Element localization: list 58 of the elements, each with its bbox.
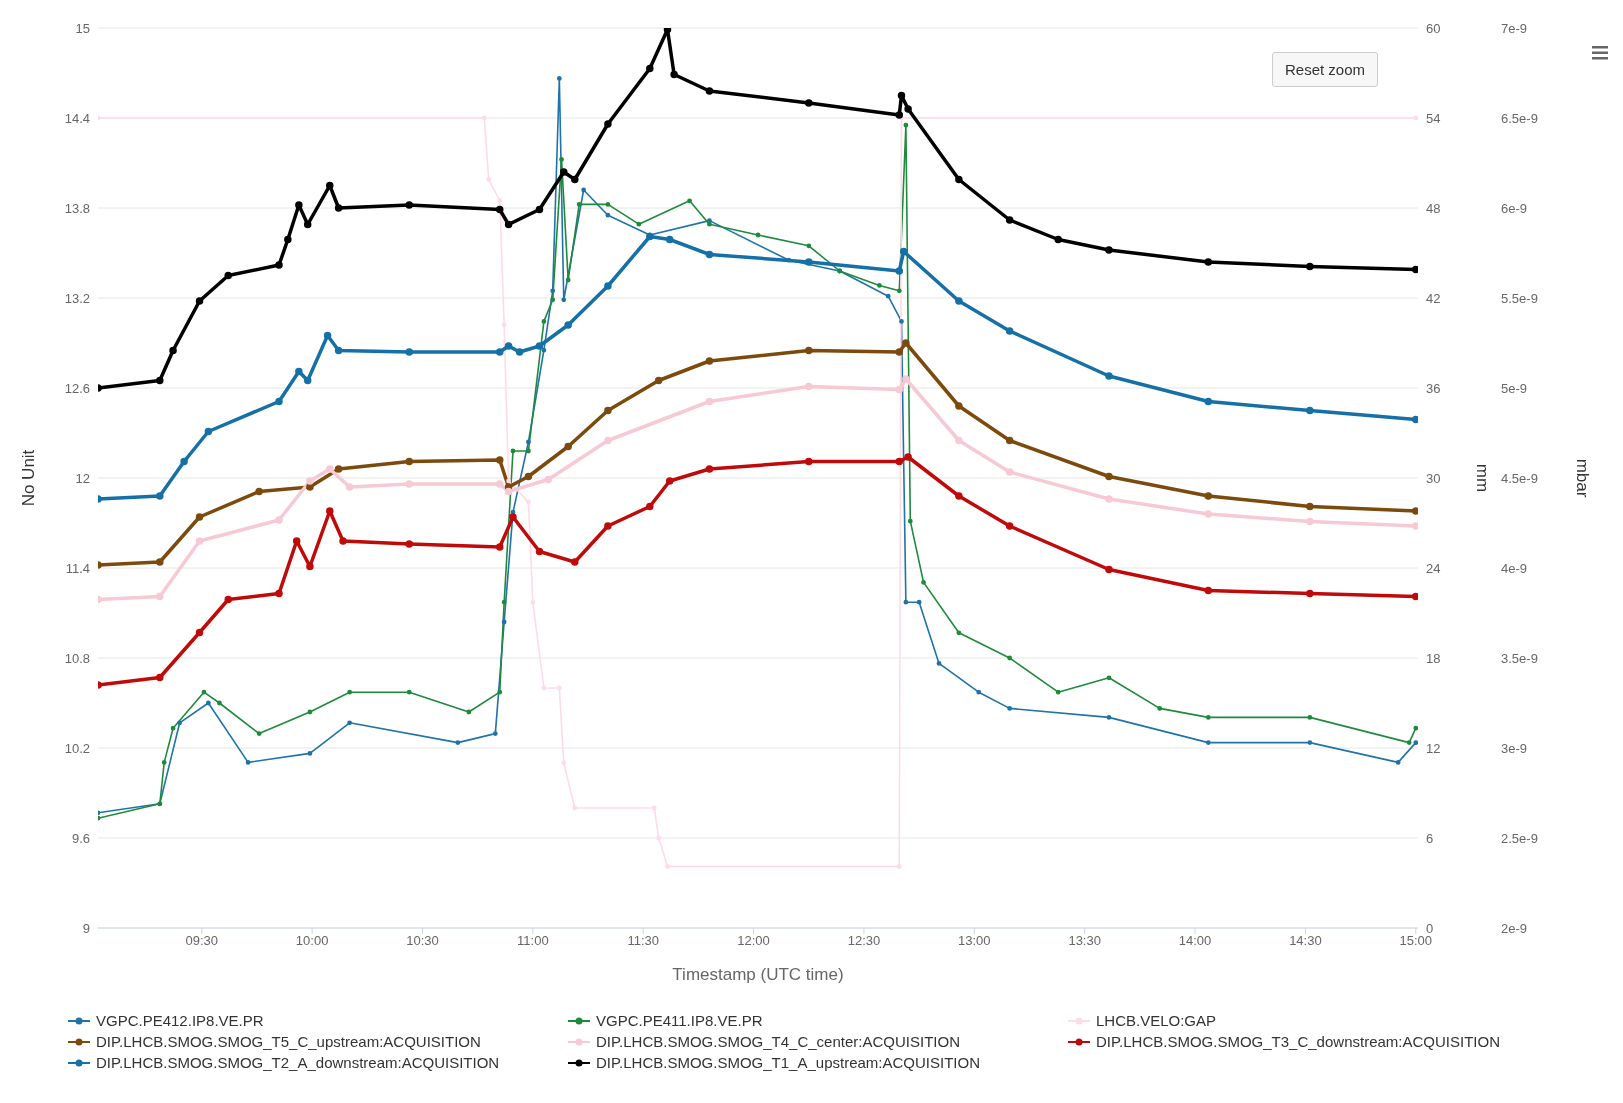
y2-tick-label: 18 [1426,650,1441,666]
y-tick-label: 12.6 [64,380,90,396]
x-tick-label: 15:00 [1399,933,1433,949]
y2-tick-label: 48 [1426,200,1441,216]
legend-label: LHCB.VELO:GAP [1096,1012,1217,1029]
x-tick-label: 11:30 [627,933,660,949]
y2-tick-label: 30 [1426,470,1441,486]
y2-tick-label: 42 [1426,290,1441,306]
y2-tick-label: 24 [1426,560,1441,576]
y-tick-label: 11.4 [65,560,90,576]
y3-tick-label: 5.5e-9 [1501,290,1538,306]
legend-label: DIP.LHCB.SMOG.SMOG_T5_C_upstream:ACQUISITION [96,1033,481,1050]
legend-label: VGPC.PE411.IP8.VE.PR [596,1012,763,1029]
x-tick-label: 14:30 [1289,933,1322,949]
x-tick-label: 10:00 [295,933,329,949]
reset-zoom-button: Reset zoom [1271,52,1378,87]
y2-tick-label: 6 [1426,830,1434,846]
y3-tick-label: 2.5e-9 [1501,830,1538,846]
x-tick-label: 11:00 [517,933,549,949]
y3-axis-title: mbar [1572,458,1592,498]
y3-tick-label: 3.5e-9 [1501,650,1538,666]
y-tick-label: 9.6 [71,830,90,846]
y2-tick-label: 0 [1426,920,1434,936]
y3-tick-label: 4.5e-9 [1501,470,1538,486]
y3-tick-label: 2e-9 [1501,920,1528,936]
y-tick-label: 9 [82,920,90,936]
y-tick-label: 14.4 [64,110,90,126]
y2-tick-label: 54 [1426,110,1441,126]
y2-tick-label: 36 [1426,380,1441,396]
x-tick-label: 10:30 [406,933,439,949]
x-tick-label: 09:30 [185,933,219,949]
x-tick-label: 12:30 [847,933,881,949]
y3-tick-label: 4e-9 [1501,560,1528,576]
legend-label: DIP.LHCB.SMOG.SMOG_T2_A_downstream:ACQUISITION [96,1054,500,1071]
y-tick-label: 13.8 [64,200,90,216]
y3-tick-label: 5e-9 [1501,380,1528,396]
legend-label: VGPC.PE412.IP8.VE.PR [96,1012,264,1029]
x-tick-label: 13:30 [1068,933,1101,949]
y3-tick-label: 6.5e-9 [1501,110,1538,126]
y3-tick-label: 6e-9 [1501,200,1528,216]
y-tick-label: 10.2 [64,740,90,756]
y2-tick-label: 12 [1426,740,1441,756]
legend-label: DIP.LHCB.SMOG.SMOG_T1_A_upstream:ACQUISITION [596,1054,980,1071]
y2-tick-label: 60 [1426,20,1441,36]
y2-axis-title: mm [1472,463,1492,493]
y-tick-label: 10.8 [64,650,90,666]
x-tick-label: 12:00 [737,933,770,949]
y-tick-label: 12 [75,470,90,486]
y-tick-label: 15 [75,20,90,36]
y-axis-title: No Unit [19,449,39,507]
x-tick-label: 13:00 [958,933,991,949]
y3-tick-label: 7e-9 [1501,20,1528,36]
legend-label: DIP.LHCB.SMOG.SMOG_T3_C_downstream:ACQUISITION [1096,1033,1500,1050]
x-axis-title: Timestamp (UTC time) [672,965,844,984]
y-tick-label: 13.2 [64,290,90,306]
y3-tick-label: 3e-9 [1501,740,1528,756]
x-tick-label: 14:00 [1178,933,1212,949]
legend-label: DIP.LHCB.SMOG.SMOG_T4_C_center:ACQUISITION [596,1033,960,1050]
